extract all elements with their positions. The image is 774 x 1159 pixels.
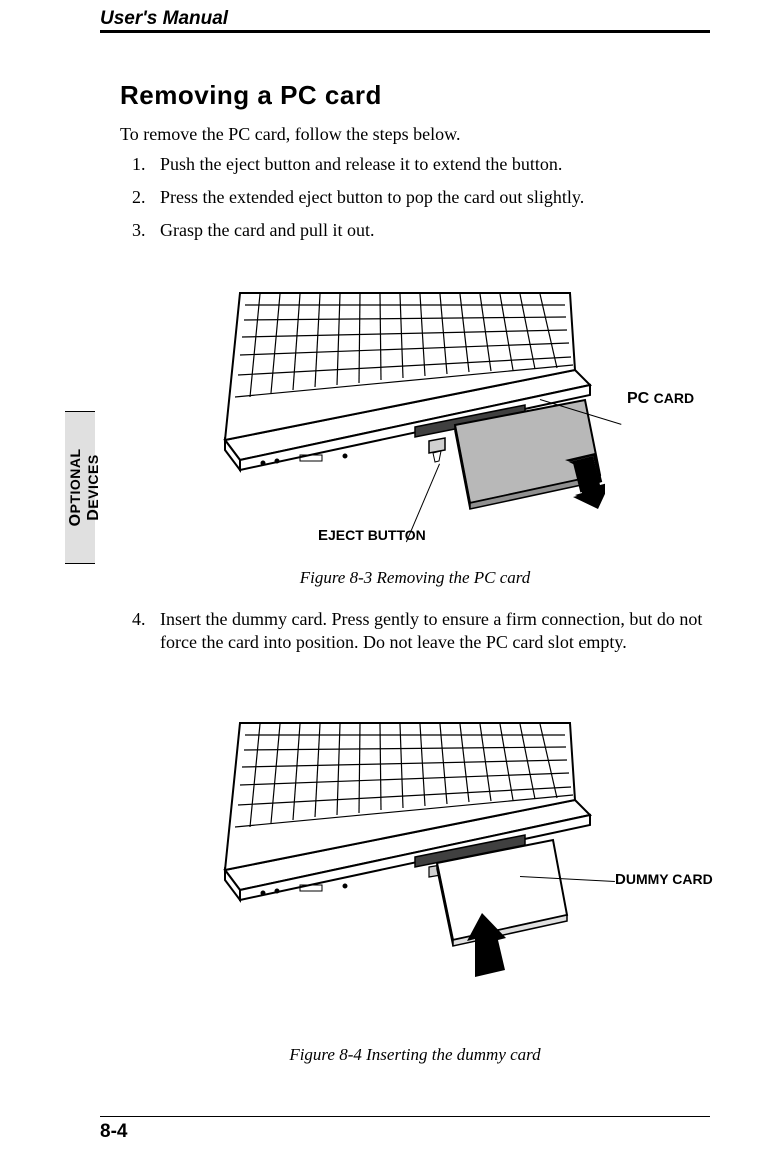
eject-button bbox=[429, 438, 445, 453]
section-title: Removing a PC card bbox=[120, 80, 382, 111]
step-4-text: Insert the dummy card. Press gently to e… bbox=[160, 608, 710, 655]
label-eject-big: E bbox=[318, 527, 328, 544]
step-1-text: Push the eject button and release it to … bbox=[160, 154, 710, 175]
step-4: 4. Insert the dummy card. Press gently t… bbox=[132, 608, 710, 655]
header-rule bbox=[100, 30, 710, 33]
side-tab-ptional: PTIONAL bbox=[67, 449, 83, 514]
figure-1-caption: Figure 8-3 Removing the PC card bbox=[120, 568, 710, 588]
intro-text: To remove the PC card, follow the steps … bbox=[120, 124, 710, 145]
figure-insert-dummy-card bbox=[205, 715, 605, 945]
step-1-num: 1. bbox=[132, 154, 160, 175]
step-1: 1. Push the eject button and release it … bbox=[132, 154, 710, 175]
step-2-text: Press the extended eject button to pop t… bbox=[160, 187, 710, 208]
step-3: 3. Grasp the card and pull it out. bbox=[132, 220, 710, 241]
label-pc-big: PC bbox=[627, 390, 654, 407]
steps-list-1: 1. Push the eject button and release it … bbox=[132, 154, 710, 253]
step-3-text: Grasp the card and pull it out. bbox=[160, 220, 710, 241]
label-dummy-card: DUMMY CARD bbox=[615, 871, 713, 888]
steps-list-2: 4. Insert the dummy card. Press gently t… bbox=[132, 608, 710, 667]
footer-rule bbox=[100, 1116, 710, 1117]
side-tab-o: O bbox=[67, 513, 84, 526]
label-dummy-big: D bbox=[615, 871, 626, 888]
step-2-num: 2. bbox=[132, 187, 160, 208]
page-number: 8-4 bbox=[100, 1121, 127, 1143]
figure-2-caption: Figure 8-4 Inserting the dummy card bbox=[120, 1045, 710, 1065]
step-3-num: 3. bbox=[132, 220, 160, 241]
label-pc-small: CARD bbox=[654, 390, 694, 406]
step-2: 2. Press the extended eject button to po… bbox=[132, 187, 710, 208]
side-tab-evices: EVICES bbox=[85, 454, 101, 508]
eject-arrow bbox=[433, 451, 441, 462]
header-title: User's Manual bbox=[100, 8, 710, 30]
side-tab-d: D bbox=[85, 509, 102, 521]
step-4-num: 4. bbox=[132, 608, 160, 655]
label-pc-card: PC CARD bbox=[627, 390, 694, 408]
laptop-insert-illustration bbox=[205, 715, 605, 995]
label-dummy-small: UMMY CARD bbox=[626, 871, 713, 887]
side-tab-label: OPTIONAL DEVICES bbox=[67, 415, 103, 560]
